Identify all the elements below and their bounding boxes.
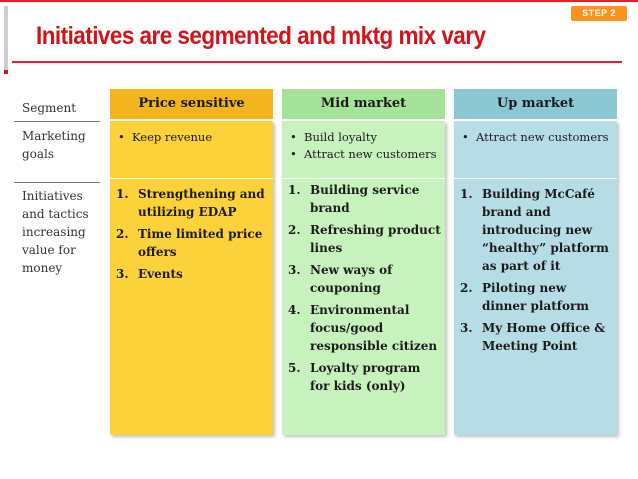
column-body: Attract new customers 1. Building McCafé …: [454, 121, 617, 435]
left-edge-bar: [4, 6, 8, 71]
initiative-number: 5.: [288, 361, 301, 375]
initiative-item: 4. Environmental focus/good responsible c…: [288, 301, 441, 355]
initiatives-list: 1. Strengthening and utilizing EDAP 2. Tim…: [116, 185, 269, 287]
column-up-market: Up market Attract new customers 1. Buildi…: [454, 89, 617, 435]
initiative-item: 1. Building McCafé brand and introducing …: [460, 185, 613, 275]
initiative-number: 2.: [288, 223, 301, 237]
goal-item: Attract new customers: [462, 129, 611, 146]
title-underline: [12, 61, 622, 63]
initiative-text: Events: [138, 267, 183, 281]
initiative-number: 2.: [460, 281, 473, 295]
column-header: Price sensitive: [110, 89, 273, 119]
initiative-item: 5. Loyalty program for kids (only): [288, 359, 441, 395]
initiatives-list: 1. Building McCafé brand and introducing …: [460, 185, 613, 359]
cell-divider: [110, 178, 273, 179]
initiative-item: 2. Piloting new dinner platform: [460, 279, 613, 315]
cell-divider: [282, 178, 445, 179]
marketing-goals: Keep revenue: [118, 129, 267, 146]
initiative-item: 3. New ways of couponing: [288, 261, 441, 297]
column-body: Keep revenue 1. Strengthening and utilizi…: [110, 121, 273, 435]
initiative-number: 3.: [116, 267, 129, 281]
slide-title: Initiatives are segmented and mktg mix v…: [36, 22, 486, 50]
column-body: Build loyalty Attract new customers 1. Bu…: [282, 121, 445, 435]
step-badge: STEP 2: [571, 6, 627, 21]
row-label-line: value for: [22, 243, 76, 257]
initiative-text: Environmental focus/good responsible cit…: [310, 303, 438, 353]
initiative-text: Refreshing product lines: [310, 223, 441, 255]
row-label-line: goals: [22, 147, 55, 161]
row-label-marketing-goals: Marketing goals: [22, 127, 86, 163]
goal-item: Attract new customers: [290, 146, 439, 163]
initiative-item: 2. Time limited price offers: [116, 225, 269, 261]
row-label-line: Marketing: [22, 129, 86, 143]
initiative-text: My Home Office & Meeting Point: [482, 321, 606, 353]
column-price-sensitive: Price sensitive Keep revenue 1. Strengthe…: [110, 89, 273, 435]
initiative-item: 2. Refreshing product lines: [288, 221, 441, 257]
initiatives-list: 1. Building service brand 2. Refreshing pr…: [288, 181, 441, 399]
initiative-item: 3. Events: [116, 265, 269, 283]
row-separator: [14, 121, 100, 122]
top-accent-rule: [0, 0, 638, 2]
marketing-goals: Build loyalty Attract new customers: [290, 129, 439, 163]
initiative-number: 3.: [288, 263, 301, 277]
initiative-number: 1.: [288, 183, 301, 197]
initiative-item: 1. Building service brand: [288, 181, 441, 217]
initiative-text: Piloting new dinner platform: [482, 281, 589, 313]
cell-divider: [454, 178, 617, 179]
corner-accent: [4, 70, 8, 74]
initiative-text: New ways of couponing: [310, 263, 393, 295]
column-mid-market: Mid market Build loyalty Attract new cus…: [282, 89, 445, 435]
column-header: Up market: [454, 89, 617, 119]
row-label-line: Initiatives: [22, 189, 83, 203]
initiative-text: Building service brand: [310, 183, 420, 215]
initiative-item: 3. My Home Office & Meeting Point: [460, 319, 613, 355]
marketing-goals: Attract new customers: [462, 129, 611, 146]
initiative-item: 1. Strengthening and utilizing EDAP: [116, 185, 269, 221]
initiative-number: 3.: [460, 321, 473, 335]
row-label-segment: Segment: [22, 101, 77, 115]
goal-item: Build loyalty: [290, 129, 439, 146]
row-separator: [14, 182, 100, 183]
row-label-line: money: [22, 261, 63, 275]
initiative-text: Loyalty program for kids (only): [310, 361, 421, 393]
initiative-text: Strengthening and utilizing EDAP: [138, 187, 265, 219]
row-label-line: and tactics: [22, 207, 89, 221]
column-header: Mid market: [282, 89, 445, 119]
initiative-number: 1.: [116, 187, 129, 201]
goal-item: Keep revenue: [118, 129, 267, 146]
row-label-line: increasing: [22, 225, 86, 239]
row-label-initiatives: Initiatives and tactics increasing value…: [22, 187, 89, 277]
initiative-number: 2.: [116, 227, 129, 241]
initiative-number: 4.: [288, 303, 301, 317]
initiative-text: Time limited price offers: [138, 227, 263, 259]
initiative-text: Building McCafé brand and introducing ne…: [482, 187, 609, 273]
initiative-number: 1.: [460, 187, 473, 201]
